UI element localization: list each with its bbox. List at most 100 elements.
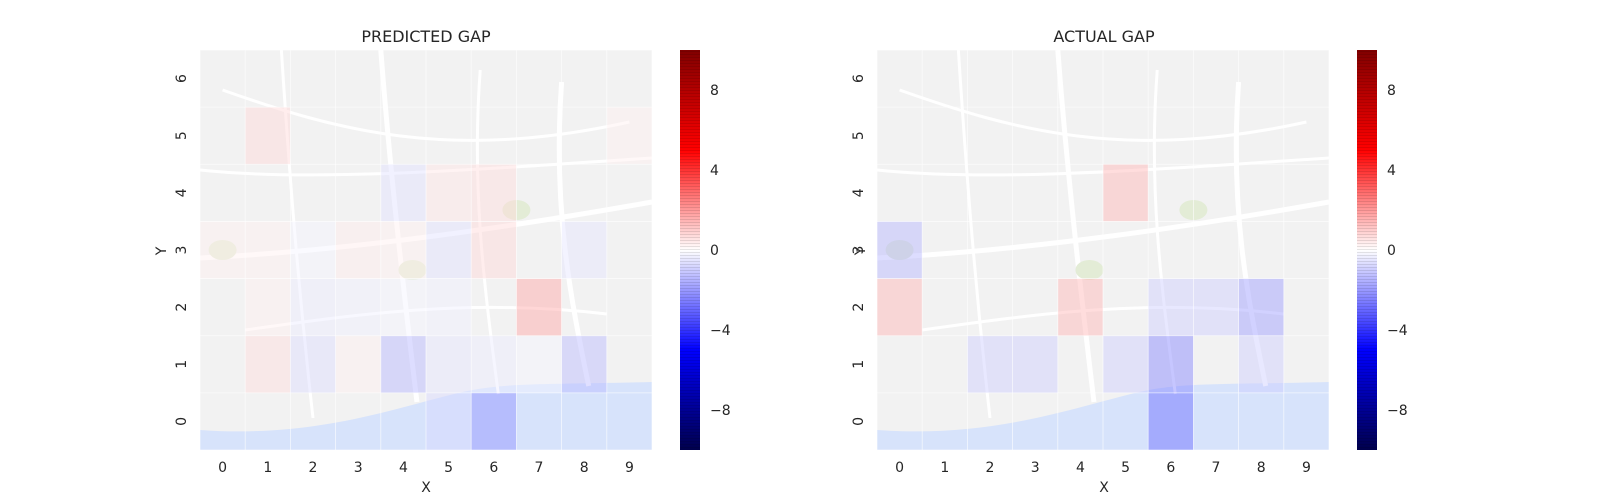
heatmap-cell bbox=[200, 221, 246, 279]
y-tick-label: 6 bbox=[851, 74, 867, 83]
map-road bbox=[1055, 49, 1097, 403]
heatmap-cells bbox=[200, 107, 652, 450]
x-tick-label: 8 bbox=[1257, 460, 1266, 476]
heatmap-cell bbox=[380, 335, 426, 393]
heatmap-cell bbox=[1148, 392, 1194, 450]
x-tick-label: 7 bbox=[1212, 460, 1221, 476]
y-tick-label: 5 bbox=[851, 131, 867, 140]
x-ticks: 0 1 2 3 4 5 6 7 8 9 bbox=[895, 460, 1311, 476]
heatmap-cell bbox=[606, 107, 652, 165]
heatmap-cell bbox=[471, 335, 517, 393]
y-tick-label: 2 bbox=[174, 303, 190, 312]
x-tick-label: 3 bbox=[1031, 460, 1040, 476]
x-tick-label: 1 bbox=[263, 460, 272, 476]
heatmap-cell bbox=[290, 221, 336, 279]
map-park bbox=[1075, 260, 1104, 280]
y-tick-label: 4 bbox=[851, 188, 867, 197]
y-tick-label: 6 bbox=[174, 74, 190, 83]
map-road bbox=[876, 156, 1330, 177]
heatmap-cell bbox=[1193, 278, 1239, 336]
colorbar-tick-label: −8 bbox=[710, 403, 731, 419]
y-tick-label: 5 bbox=[174, 131, 190, 140]
heatmap-cell bbox=[245, 221, 291, 279]
heatmap-cell bbox=[426, 335, 472, 393]
x-tick-label: 4 bbox=[399, 460, 408, 476]
x-tick-label: 9 bbox=[625, 460, 634, 476]
heatmap-cell bbox=[1238, 278, 1284, 336]
heatmap-cell bbox=[877, 278, 923, 336]
colorbar-tick-label: 4 bbox=[1387, 163, 1396, 179]
heatmap-cell bbox=[471, 221, 517, 279]
colorbar-texture bbox=[680, 50, 700, 450]
map-road bbox=[199, 156, 653, 177]
heatmap-cell bbox=[380, 278, 426, 336]
x-tick-label: 8 bbox=[580, 460, 589, 476]
y-ticks: 0 1 2 3 4 5 6 bbox=[174, 74, 190, 426]
y-tick-label: 3 bbox=[174, 246, 190, 255]
x-tick-label: 9 bbox=[1302, 460, 1311, 476]
heatmap-cell bbox=[471, 392, 517, 450]
heatmap-cell bbox=[335, 221, 381, 279]
x-axis-label: X bbox=[1099, 480, 1109, 496]
heatmap-cell bbox=[1057, 278, 1103, 336]
y-tick-label: 0 bbox=[174, 417, 190, 426]
x-tick-label: 5 bbox=[1121, 460, 1130, 476]
x-tick-label: 6 bbox=[489, 460, 498, 476]
heatmap-cell bbox=[1103, 164, 1149, 222]
y-tick-label: 4 bbox=[174, 188, 190, 197]
map-road bbox=[199, 199, 653, 261]
x-tick-label: 6 bbox=[1166, 460, 1175, 476]
heatmap-cell bbox=[1012, 335, 1058, 393]
heatmap-cell bbox=[245, 107, 291, 165]
colorbar-tick-label: −4 bbox=[1387, 323, 1408, 339]
map-park bbox=[398, 260, 427, 280]
colorbar-tick-label: 8 bbox=[710, 83, 719, 99]
map-park bbox=[885, 240, 914, 260]
colorbar-tick-label: 4 bbox=[710, 163, 719, 179]
heatmap-cell bbox=[245, 335, 291, 393]
heatmap-cell bbox=[1148, 278, 1194, 336]
heatmap-cell bbox=[426, 278, 472, 336]
heatmap-cell bbox=[426, 392, 472, 450]
heatmap-cell bbox=[877, 221, 923, 279]
map-road bbox=[279, 49, 315, 419]
x-axis-label: X bbox=[421, 480, 431, 496]
colorbar: −8 −4 0 4 8 bbox=[1357, 50, 1408, 450]
y-tick-label: 1 bbox=[851, 360, 867, 369]
heatmap-cell bbox=[335, 335, 381, 393]
x-tick-label: 0 bbox=[218, 460, 227, 476]
heatmap-cell bbox=[561, 221, 607, 279]
colorbar-texture bbox=[1357, 50, 1377, 450]
x-tick-label: 4 bbox=[1076, 460, 1085, 476]
heatmap-cells bbox=[877, 164, 1284, 450]
colorbar-tick-label: −4 bbox=[710, 323, 731, 339]
heatmap-cell bbox=[1148, 335, 1194, 393]
map-road bbox=[876, 199, 1330, 261]
y-tick-label: 3 bbox=[851, 246, 867, 255]
map-park bbox=[208, 240, 237, 260]
map-road bbox=[956, 49, 992, 419]
x-tick-label: 7 bbox=[535, 460, 544, 476]
y-tick-label: 1 bbox=[174, 360, 190, 369]
x-tick-label: 0 bbox=[895, 460, 904, 476]
x-tick-label: 1 bbox=[940, 460, 949, 476]
y-ticks: 0 1 2 3 4 5 6 bbox=[851, 74, 867, 426]
colorbar-tick-label: 0 bbox=[710, 243, 719, 259]
colorbar-tick-label: 8 bbox=[1387, 83, 1396, 99]
heatmap-cell bbox=[516, 278, 562, 336]
map-road bbox=[556, 81, 592, 387]
heatmap-cell bbox=[967, 335, 1013, 393]
grid-lines bbox=[199, 49, 653, 451]
heatmap-cell bbox=[426, 164, 472, 222]
colorbar: −8 −4 0 4 8 bbox=[680, 50, 731, 450]
heatmap-cell bbox=[561, 335, 607, 393]
map-road bbox=[378, 49, 420, 403]
y-tick-label: 0 bbox=[851, 417, 867, 426]
heatmap-cell bbox=[290, 278, 336, 336]
colorbar-tick-label: −8 bbox=[1387, 403, 1408, 419]
x-tick-label: 5 bbox=[444, 460, 453, 476]
heatmap-cell bbox=[426, 221, 472, 279]
chart-title: PREDICTED GAP bbox=[361, 27, 491, 46]
